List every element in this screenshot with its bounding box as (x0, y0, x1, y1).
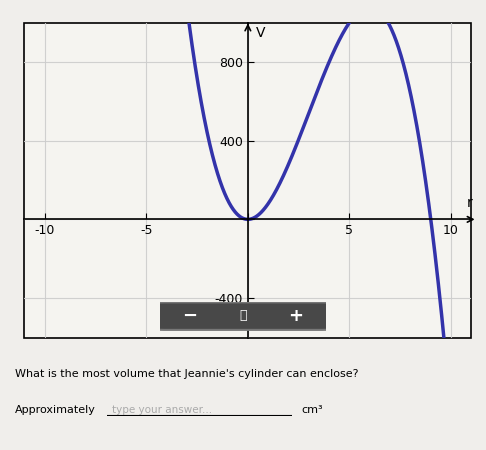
Text: 🔍: 🔍 (239, 309, 247, 322)
Text: V: V (256, 27, 265, 40)
Text: −: − (183, 306, 198, 324)
FancyBboxPatch shape (156, 302, 330, 330)
Text: cm³: cm³ (301, 405, 323, 415)
Text: type your answer...: type your answer... (112, 405, 212, 415)
Text: +: + (288, 306, 303, 324)
Text: What is the most volume that Jeannie's cylinder can enclose?: What is the most volume that Jeannie's c… (15, 369, 358, 379)
Text: Approximately: Approximately (15, 405, 95, 415)
Text: r: r (467, 196, 472, 210)
